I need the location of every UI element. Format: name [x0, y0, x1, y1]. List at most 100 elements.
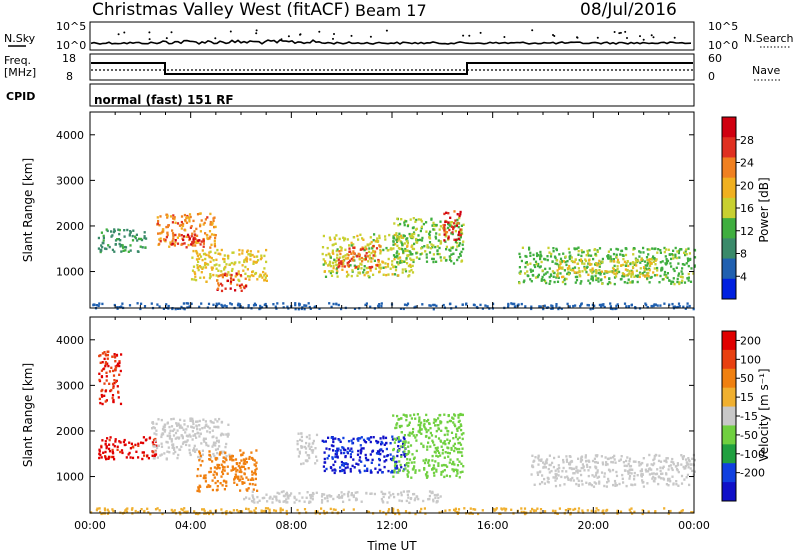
- range-cell: [329, 256, 332, 259]
- range-cell: [192, 449, 195, 452]
- range-cell: [216, 420, 219, 423]
- range-cell: [169, 215, 173, 218]
- range-cell: [230, 278, 234, 282]
- range-cell: [431, 246, 434, 249]
- range-cell: [575, 470, 578, 473]
- range-cell: [201, 453, 204, 456]
- range-cell: [424, 250, 427, 253]
- range-cell: [638, 250, 641, 253]
- range-cell: [621, 473, 624, 477]
- range-cell: [688, 304, 691, 308]
- range-cell: [580, 466, 583, 470]
- range-cell: [372, 273, 375, 276]
- range-cell: [104, 361, 107, 364]
- range-cell: [394, 467, 397, 470]
- range-cell: [434, 424, 437, 427]
- range-cell: [223, 268, 226, 271]
- range-cell: [295, 498, 298, 501]
- range-cell: [461, 303, 464, 306]
- range-cell: [537, 254, 540, 257]
- range-cell: [103, 394, 106, 397]
- range-cell: [367, 437, 370, 440]
- range-cell: [347, 495, 350, 498]
- range-cell: [381, 471, 384, 474]
- range-cell: [410, 417, 413, 420]
- range-cell: [435, 470, 438, 473]
- range-cell: [609, 270, 612, 273]
- range-cell: [423, 507, 426, 510]
- range-cell: [420, 252, 424, 255]
- range-cell: [447, 237, 450, 240]
- range-cell: [613, 458, 616, 461]
- range-cell: [165, 235, 168, 239]
- range-cell: [531, 507, 534, 511]
- range-cell: [360, 267, 363, 270]
- range-cell: [652, 255, 655, 258]
- range-cell: [356, 274, 359, 277]
- range-cell: [443, 413, 446, 416]
- range-cell: [646, 273, 649, 276]
- range-cell: [545, 461, 548, 465]
- range-cell: [548, 267, 551, 270]
- range-cell: [178, 448, 181, 451]
- range-cell: [549, 280, 552, 283]
- range-cell: [314, 510, 317, 513]
- range-cell: [397, 224, 400, 227]
- range-cell: [659, 460, 663, 463]
- range-cell: [436, 493, 439, 496]
- range-cell: [354, 266, 358, 269]
- range-cell: [344, 248, 347, 251]
- range-cell: [248, 482, 251, 486]
- range-cell: [406, 249, 409, 252]
- range-cell: [675, 480, 678, 483]
- range-cell: [454, 507, 457, 510]
- range-cell: [641, 481, 644, 484]
- range-cell: [543, 477, 546, 481]
- range-cell: [560, 260, 563, 264]
- range-cell: [533, 264, 536, 267]
- range-cell: [209, 273, 212, 276]
- range-cell: [340, 491, 343, 494]
- range-cell: [644, 275, 647, 278]
- range-cell: [190, 243, 193, 246]
- nsky-point: [531, 29, 534, 32]
- range-cell: [543, 278, 546, 282]
- range-cell: [307, 454, 311, 457]
- range-cell: [213, 233, 216, 237]
- range-cell: [180, 215, 184, 218]
- range-cell: [349, 259, 352, 262]
- range-cell: [663, 246, 666, 250]
- range-cell: [111, 355, 114, 358]
- range-cell: [213, 242, 216, 245]
- range-cell: [243, 497, 246, 501]
- range-cell: [335, 451, 339, 454]
- range-cell: [357, 463, 360, 466]
- range-cell: [655, 258, 658, 261]
- range-cell: [229, 282, 232, 285]
- range-cell: [344, 254, 347, 257]
- range-cell: [365, 266, 368, 270]
- range-cell: [396, 437, 399, 440]
- range-cell: [605, 461, 608, 464]
- range-cell: [118, 440, 121, 443]
- range-cell: [148, 436, 152, 439]
- range-cell: [459, 254, 462, 257]
- range-cell: [101, 352, 104, 355]
- range-cell: [520, 302, 523, 306]
- range-cell: [452, 417, 455, 420]
- range-cell: [507, 303, 510, 307]
- range-cell: [557, 464, 560, 467]
- range-cell: [236, 477, 240, 480]
- range-cell: [233, 263, 236, 266]
- range-cell: [434, 460, 437, 463]
- range-cell: [395, 252, 398, 255]
- range-cell: [409, 263, 412, 267]
- range-cell: [614, 484, 617, 487]
- range-cell: [431, 468, 434, 471]
- range-cell: [363, 464, 366, 467]
- range-cell: [243, 472, 246, 476]
- range-cell: [354, 491, 357, 494]
- range-cell: [662, 465, 665, 468]
- range-cell: [665, 263, 668, 266]
- range-cell: [172, 234, 175, 238]
